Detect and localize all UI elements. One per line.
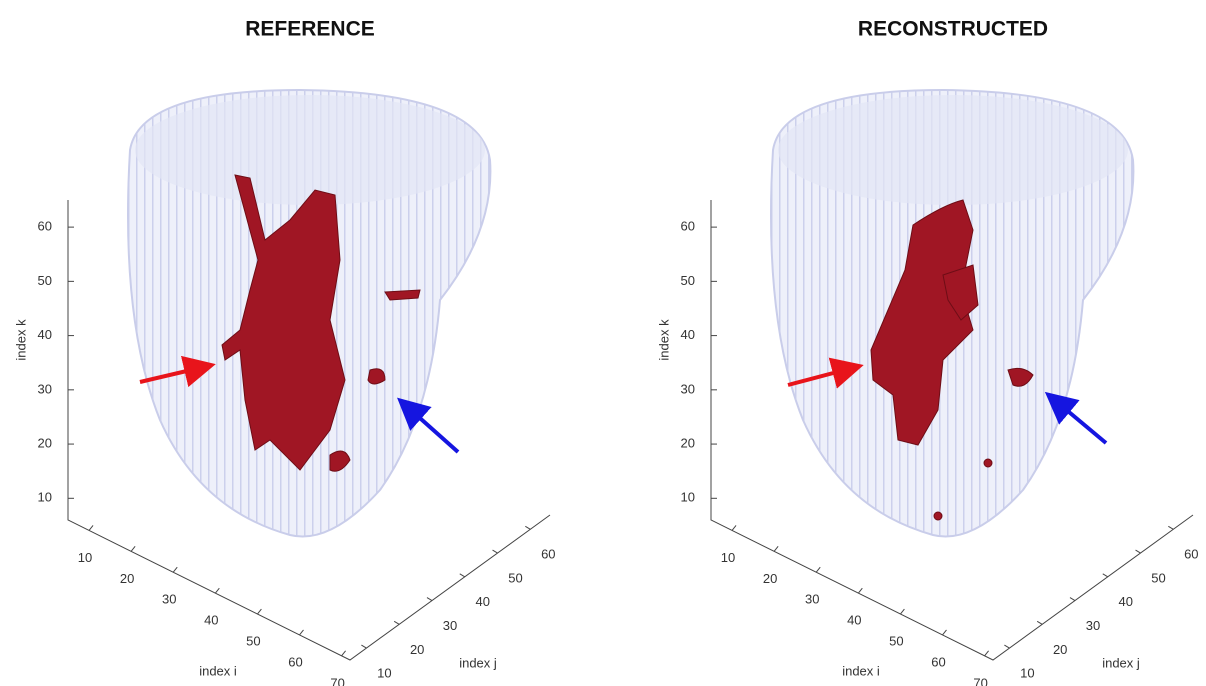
x-axis-label: index i [842, 663, 880, 678]
y-tick [525, 525, 531, 530]
x-tick-label: 60 [931, 654, 945, 669]
y-tick-label: 40 [1119, 594, 1133, 609]
heart-top [778, 95, 1128, 205]
lesion [221, 174, 346, 471]
panel-reference: REFERENCE 10 20 30 40 50 60 10 20 30 40 50 60 70 10 20 3… [13, 18, 555, 686]
y-axis-label: index j [459, 655, 497, 670]
y-tick [1102, 573, 1109, 578]
z-tick-label: 10 [681, 490, 695, 505]
z-tick-label: 20 [38, 436, 52, 451]
x-tick-label: 30 [162, 592, 176, 607]
lesion [1007, 367, 1034, 387]
y-tick-label: 40 [476, 594, 490, 609]
lesion [942, 264, 979, 321]
x-tick-label: 20 [120, 571, 134, 586]
x-tick [299, 629, 304, 636]
arrow [1044, 391, 1108, 445]
x-tick [130, 546, 136, 552]
y-tick-label: 20 [1053, 642, 1067, 657]
y-tick-label: 60 [541, 547, 555, 562]
x-tick-label: 40 [204, 613, 218, 628]
z-tick-label: 60 [681, 219, 695, 234]
x-tick-label: 70 [973, 675, 987, 686]
x-tick-label: 60 [288, 654, 302, 669]
lesion [384, 289, 421, 301]
y-tick [1004, 644, 1010, 649]
x-tick-label: 50 [246, 633, 260, 648]
y-tick [426, 597, 433, 602]
y-tick-label: 30 [1086, 618, 1100, 633]
x-tick [341, 650, 346, 657]
x-tick-label: 70 [330, 675, 344, 686]
arrow [139, 355, 216, 388]
x-tick [942, 629, 947, 636]
x-tick [857, 587, 863, 594]
z-tick-label: 10 [38, 490, 52, 505]
x-tick-label: 20 [763, 571, 777, 586]
y-tick [459, 573, 466, 578]
x-tick [900, 608, 905, 615]
z-tick-label: 30 [38, 381, 52, 396]
x-tick [214, 587, 220, 594]
lesion [983, 458, 993, 468]
lesion [933, 511, 943, 521]
z-tick-label: 60 [38, 219, 52, 234]
y-axis-label: index j [1102, 655, 1140, 670]
x-tick [88, 525, 94, 531]
x-tick [773, 546, 779, 552]
z-axis-label: index k [13, 319, 28, 361]
y-tick [492, 549, 498, 554]
z-tick-label: 30 [681, 381, 695, 396]
chart-title: REFERENCE [245, 18, 375, 41]
z-tick-label: 40 [681, 327, 695, 342]
x-axis-label: index i [199, 663, 237, 678]
y-tick [1168, 525, 1174, 530]
z-tick-label: 40 [38, 327, 52, 342]
y-tick [1135, 549, 1141, 554]
x-tick [172, 566, 178, 573]
y-tick [393, 620, 400, 625]
axis-line [67, 200, 551, 661]
y-tick-label: 50 [1151, 570, 1165, 585]
y-tick-label: 50 [508, 570, 522, 585]
x-tick [257, 608, 262, 615]
z-tick-label: 50 [38, 273, 52, 288]
lesion [367, 368, 386, 385]
y-tick-label: 10 [1020, 666, 1034, 681]
x-tick [984, 650, 989, 657]
y-tick-label: 30 [443, 618, 457, 633]
x-tick [815, 566, 821, 573]
arrow [787, 357, 864, 389]
y-tick [361, 644, 367, 649]
x-tick-label: 30 [805, 592, 819, 607]
chart-title: RECONSTRUCTED [858, 18, 1048, 41]
x-tick-label: 10 [78, 550, 92, 565]
x-tick-label: 50 [889, 633, 903, 648]
y-tick-label: 10 [377, 666, 391, 681]
panel-reconstructed: RECONSTRUCTED 10 20 30 40 50 60 10 20 30 40 50 60 70 1… [656, 18, 1198, 686]
x-tick-label: 40 [847, 613, 861, 628]
z-tick-label: 20 [681, 436, 695, 451]
lesion [329, 450, 351, 472]
y-tick-label: 60 [1184, 547, 1198, 562]
y-tick-label: 20 [410, 642, 424, 657]
z-tick-label: 50 [681, 273, 695, 288]
arrow [397, 397, 460, 454]
lesion [870, 199, 974, 446]
axis-line [710, 200, 1194, 661]
y-tick [1036, 620, 1043, 625]
x-tick-label: 10 [721, 550, 735, 565]
heart-top [135, 95, 485, 205]
z-axis-label: index k [656, 319, 671, 361]
y-tick [1069, 597, 1076, 602]
x-tick [731, 525, 737, 531]
